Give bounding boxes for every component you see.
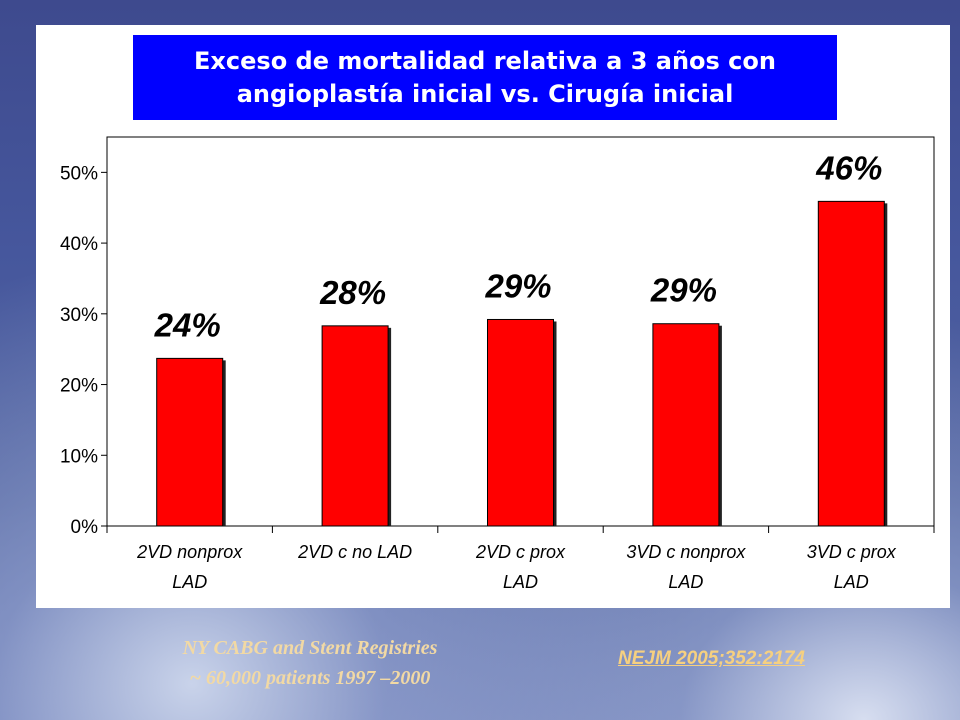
x-tick-label: 3VD c prox — [807, 542, 897, 562]
data-label: 28% — [319, 274, 386, 311]
bar — [817, 200, 885, 527]
x-tick-label-line-2: LAD — [172, 572, 207, 592]
x-tick-label: 2VD c no LAD — [297, 542, 412, 562]
y-tick-label: 50% — [60, 163, 98, 184]
chart-title-line-1: Exceso de mortalidad relativa a 3 años c… — [194, 46, 776, 75]
citation: NEJM 2005;352:2174 — [618, 648, 805, 669]
source-note-line-1: NY CABG and Stent Registries — [182, 637, 438, 659]
x-tick-label: 3VD c nonprox — [626, 542, 746, 562]
x-tick-label-line-2: LAD — [668, 572, 703, 592]
x-tick-label: 2VD c prox — [475, 542, 566, 562]
data-label: 24% — [154, 306, 221, 343]
bar — [487, 318, 554, 527]
chart-title-line-2: angioplastía inicial vs. Cirugía inicial — [236, 79, 734, 108]
x-tick-label: 2VD nonprox — [136, 542, 243, 562]
y-tick-label: 10% — [60, 446, 98, 467]
bar — [156, 357, 224, 527]
source-note: NY CABG and Stent Registries ~ 60,000 pa… — [130, 633, 490, 693]
y-tick-label: 20% — [60, 376, 98, 397]
x-tick-label-line-2: LAD — [834, 572, 869, 592]
x-tick-label-line-2: LAD — [503, 572, 538, 592]
data-label: 29% — [484, 267, 551, 304]
y-tick-label: 0% — [71, 517, 99, 538]
y-tick-label: 30% — [60, 305, 98, 326]
data-label: 46% — [815, 149, 882, 186]
data-label: 29% — [650, 272, 717, 309]
bar — [652, 323, 720, 527]
y-tick-label: 40% — [60, 234, 98, 255]
bar — [321, 325, 389, 527]
chart-title: Exceso de mortalidad relativa a 3 años c… — [133, 35, 837, 120]
source-note-line-2: ~ 60,000 patients 1997 –2000 — [189, 667, 431, 689]
